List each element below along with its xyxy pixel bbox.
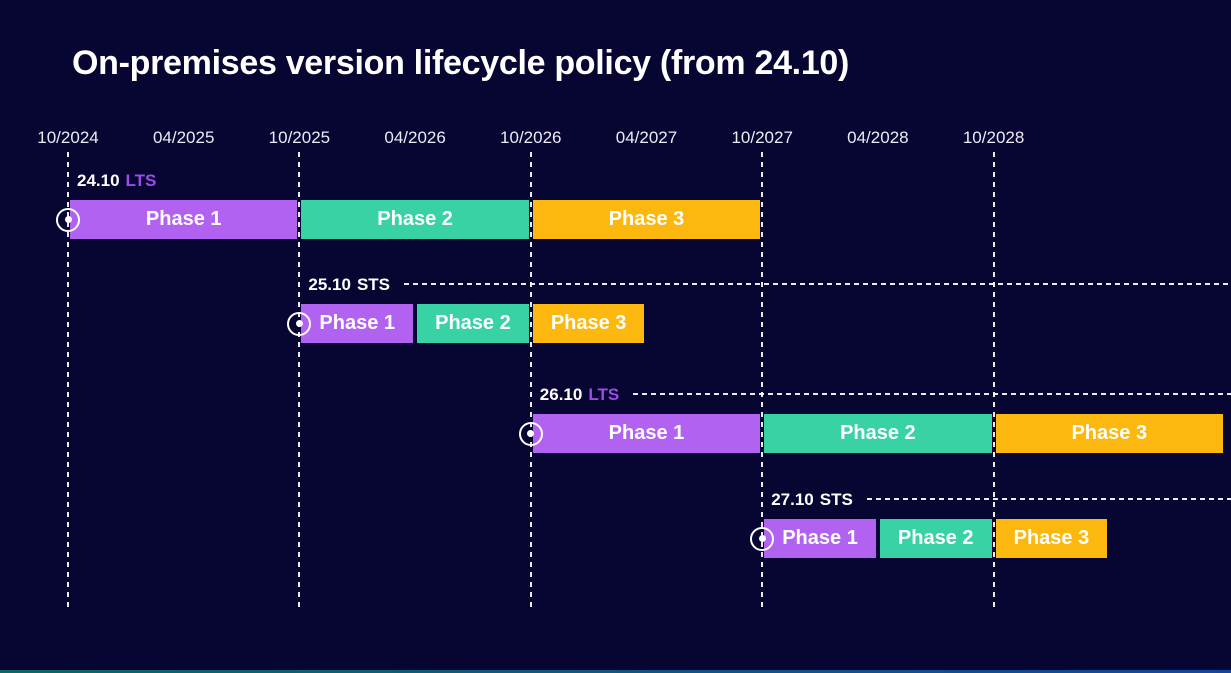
axis-tick-label: 04/2027 [615, 128, 678, 147]
october-gridline [529, 152, 532, 612]
channel-badge: LTS [125, 171, 157, 190]
release-start-marker [287, 311, 312, 336]
leader-dash-line [867, 498, 1231, 500]
october-gridline [992, 152, 995, 612]
axis-tick-label: 04/2028 [847, 128, 909, 147]
phase-bar: Phase 2 [301, 200, 529, 239]
phase-bar: Phase 2 [879, 519, 992, 558]
marker-dot-icon [295, 320, 303, 327]
marker-dot-icon [527, 430, 535, 437]
marker-dot-icon [758, 535, 766, 542]
axis-tick-label: 10/2025 [268, 128, 331, 147]
release-start-marker [56, 207, 80, 232]
phase-bar: Phase 3 [532, 200, 761, 239]
row-label: 26.10 LTS [540, 385, 619, 404]
axis-tick-label: 10/2028 [962, 128, 1025, 147]
phase-bar: Phase 1 [764, 519, 876, 558]
phase-bar: Phase 2 [764, 414, 992, 453]
marker-dot-icon [64, 216, 72, 223]
phase-bar: Phase 1 [70, 200, 298, 239]
phase-bar: Phase 3 [995, 414, 1223, 453]
version-label: 27.10 [771, 490, 814, 509]
phase-bar: Phase 1 [301, 304, 414, 343]
october-gridline [298, 152, 301, 612]
phase-bar: Phase 3 [995, 519, 1108, 558]
page-title: On-premises version lifecycle policy (fr… [72, 44, 850, 82]
row-label: 25.10 STS [308, 275, 390, 294]
leader-dash-line [632, 393, 1231, 395]
axis-tick-label: 10/2027 [731, 128, 793, 147]
october-gridline [67, 152, 69, 612]
row-label: 24.10 LTS [77, 171, 156, 190]
row-label: 27.10 STS [771, 490, 853, 509]
bottom-accent-strip [0, 670, 1231, 673]
release-start-marker [750, 526, 775, 551]
channel-badge: STS [356, 275, 390, 294]
phase-bar: Phase 1 [532, 414, 761, 453]
axis-tick-label: 10/2024 [37, 128, 99, 147]
leader-dash-line [404, 283, 1231, 285]
version-label: 25.10 [308, 275, 351, 294]
channel-badge: STS [819, 490, 853, 509]
october-gridline [761, 152, 764, 612]
version-label: 26.10 [539, 385, 583, 404]
axis-tick-label: 10/2026 [500, 128, 562, 147]
phase-bar: Phase 2 [417, 304, 529, 343]
release-start-marker [518, 421, 543, 446]
channel-badge: LTS [588, 385, 620, 404]
axis-tick-label: 04/2026 [384, 128, 446, 147]
version-label: 24.10 [77, 171, 120, 190]
axis-tick-label: 04/2025 [152, 128, 215, 147]
phase-bar: Phase 3 [532, 304, 645, 343]
